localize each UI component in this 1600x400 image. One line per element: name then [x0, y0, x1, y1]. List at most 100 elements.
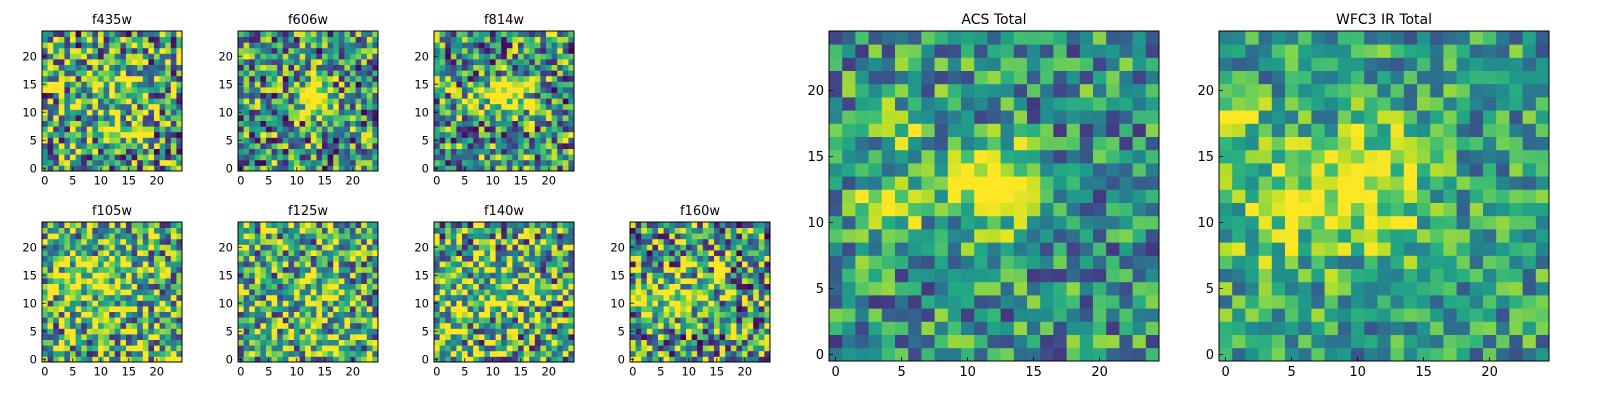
heatmap-cell — [254, 311, 261, 318]
heatmap-cell — [523, 238, 530, 245]
heatmap-cell — [467, 36, 474, 43]
heatmap-cell — [1079, 136, 1094, 151]
heatmap-cell — [506, 222, 513, 228]
heatmap-cell — [266, 339, 272, 346]
heatmap-cell — [344, 154, 351, 161]
heatmap-cell — [630, 322, 636, 329]
heatmap-cell — [310, 356, 317, 363]
heatmap-cell — [92, 36, 99, 43]
heatmap-cell — [490, 266, 496, 273]
heatmap-cell — [540, 137, 547, 144]
heatmap-cell — [98, 148, 104, 155]
heatmap-cell — [697, 227, 704, 234]
heatmap-cell — [680, 294, 687, 301]
heatmap-cell — [131, 87, 138, 93]
heatmap-cell — [478, 266, 485, 273]
heatmap-cell — [92, 92, 99, 99]
heatmap-cell — [333, 317, 340, 324]
heatmap-cell — [829, 295, 843, 309]
heatmap-cell — [176, 137, 183, 144]
heatmap-cell — [462, 148, 468, 155]
heatmap-cell — [635, 294, 642, 301]
heatmap-cell — [126, 339, 132, 346]
heatmap-cell — [333, 143, 340, 149]
heatmap-cell — [462, 328, 468, 335]
heatmap-cell — [630, 283, 636, 290]
heatmap-cell — [70, 131, 76, 138]
heatmap-cell — [142, 345, 149, 352]
heatmap-cell — [288, 165, 295, 172]
heatmap-cell — [47, 59, 54, 65]
heatmap-cell — [350, 42, 356, 49]
heatmap-cell — [1145, 189, 1160, 203]
heatmap-cell — [478, 131, 485, 138]
heatmap-cell — [697, 244, 704, 251]
heatmap-cell — [243, 266, 250, 273]
heatmap-cell — [568, 317, 575, 324]
heatmap-cell — [961, 136, 975, 151]
heatmap-cell — [92, 278, 99, 284]
x-tick-label: 0 — [237, 365, 244, 379]
heatmap-cell — [338, 103, 345, 110]
heatmap-cell — [154, 53, 160, 60]
heatmap-cell — [327, 53, 334, 60]
heatmap-cell — [462, 92, 468, 99]
heatmap-cell — [747, 272, 754, 279]
heatmap-cell — [546, 233, 552, 240]
heatmap-cell — [764, 261, 771, 268]
heatmap-cell — [719, 289, 726, 296]
heatmap-cell — [86, 289, 93, 296]
heatmap-cell — [473, 328, 480, 335]
heatmap-cell — [170, 75, 177, 82]
heatmap-cell — [58, 143, 65, 149]
heatmap-cell — [842, 281, 856, 296]
heatmap-cell — [518, 159, 524, 166]
heatmap-cell — [338, 159, 345, 166]
heatmap-cell — [170, 233, 177, 240]
heatmap-cell — [154, 137, 160, 144]
heatmap-cell — [92, 300, 99, 307]
heatmap-cell — [75, 356, 82, 363]
heatmap-cell — [372, 31, 379, 37]
heatmap-cell — [142, 238, 149, 245]
heatmap-cell — [53, 64, 60, 71]
heatmap-cell — [305, 154, 312, 161]
heatmap-cell — [546, 159, 552, 166]
heatmap-cell — [316, 283, 323, 290]
heatmap-cell — [947, 202, 962, 217]
heatmap-cell — [277, 126, 284, 133]
heatmap-cell — [551, 300, 558, 307]
heatmap-cell — [299, 92, 306, 99]
heatmap-cell — [663, 294, 670, 301]
heatmap-cell — [42, 238, 48, 245]
heatmap-cell — [75, 143, 82, 149]
heatmap-cell — [165, 42, 172, 49]
heatmap-cell — [473, 81, 480, 88]
heatmap-cell — [47, 345, 54, 352]
heatmap-cell — [719, 334, 726, 340]
heatmap-cell — [630, 250, 636, 256]
heatmap-cell — [456, 322, 463, 329]
heatmap-cell — [361, 306, 368, 312]
heatmap-cell — [708, 317, 715, 324]
heatmap-cell — [361, 250, 368, 256]
heatmap-cell — [75, 266, 82, 273]
heatmap-cell — [686, 294, 692, 301]
heatmap-cell — [249, 306, 256, 312]
heatmap-cell — [170, 126, 177, 133]
heatmap-cell — [562, 154, 569, 161]
heatmap-cell — [288, 250, 295, 256]
heatmap-cell — [467, 289, 474, 296]
heatmap-cell — [540, 148, 547, 155]
heatmap-cell — [310, 311, 317, 318]
heatmap-cell — [974, 334, 988, 349]
heatmap-cell — [855, 229, 869, 243]
heatmap-cell — [58, 278, 65, 284]
heatmap-cell — [142, 59, 149, 65]
heatmap-cell — [350, 244, 356, 251]
heatmap-cell — [238, 98, 244, 105]
heatmap-cell — [81, 75, 88, 82]
heatmap-cell — [1013, 189, 1028, 203]
heatmap-cell — [495, 300, 502, 307]
heatmap-cell — [540, 306, 547, 312]
